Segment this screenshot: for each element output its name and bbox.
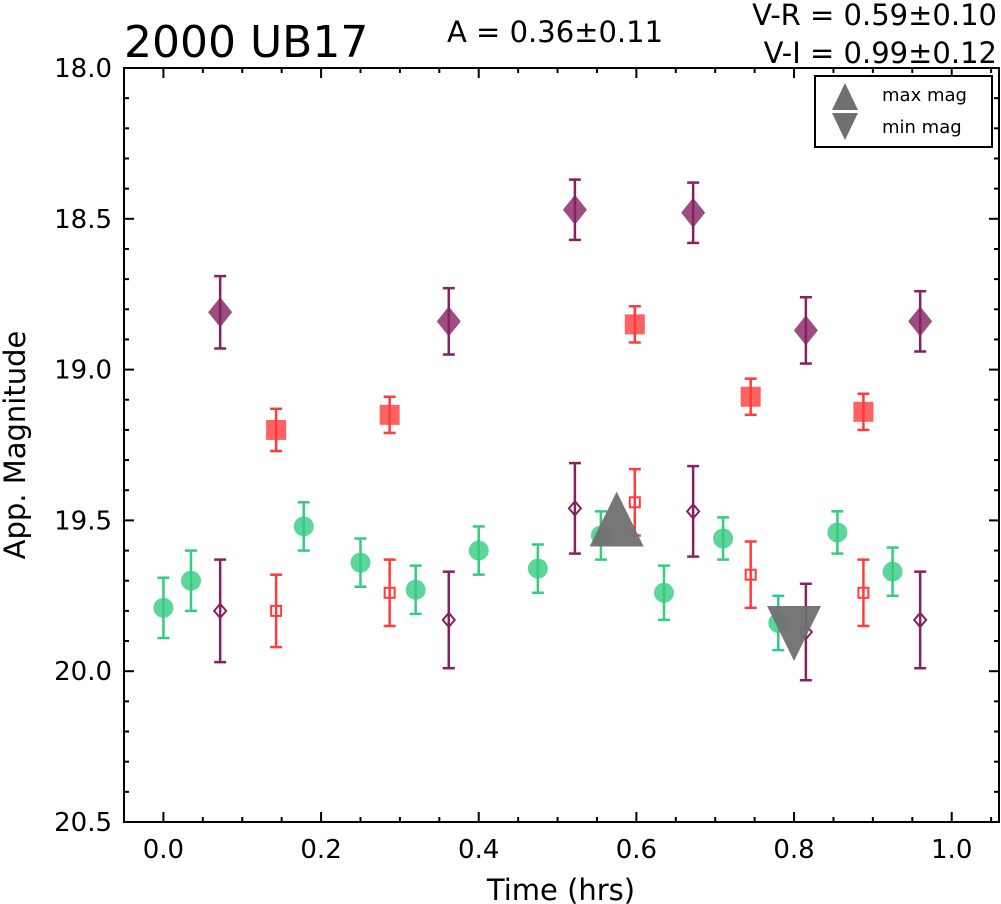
legend-triangle-down-icon <box>832 113 858 140</box>
y-tick-label: 20.5 <box>54 808 112 838</box>
data-point-square <box>740 377 761 417</box>
x-tick-label: 0.8 <box>773 835 814 865</box>
marker-circle <box>350 552 371 573</box>
data-point-circle <box>405 564 426 616</box>
x-tick-label: 0.4 <box>458 835 499 865</box>
data-point-circle <box>350 537 371 589</box>
marker-diamond <box>212 602 228 620</box>
y-tick-label: 18.5 <box>54 205 112 235</box>
chart-title: 2000 UB17 <box>124 17 368 68</box>
marker-circle <box>882 561 903 582</box>
data-point-circle <box>181 549 202 613</box>
x-tick-label: 0.2 <box>300 835 341 865</box>
data-point-diamond-open <box>212 558 228 664</box>
marker-square <box>383 586 396 599</box>
marker-circle <box>293 516 314 537</box>
marker-square <box>628 496 641 509</box>
marker-circle <box>827 522 848 543</box>
legend-label-min: min mag <box>882 117 962 138</box>
plot-marks <box>153 178 933 682</box>
data-point-square-open <box>857 558 870 628</box>
x-tick-label: 0.6 <box>616 835 657 865</box>
data-point-circle <box>827 510 848 555</box>
color-text-vi: V-I = 0.99±0.12 <box>764 36 997 70</box>
marker-diamond <box>567 499 583 517</box>
max-mag-marker <box>589 491 644 547</box>
marker-diamond <box>562 194 587 225</box>
legend-triangle-up-icon <box>832 83 858 110</box>
data-point-circle <box>468 525 489 576</box>
data-point-diamond <box>908 289 933 353</box>
amplitude-text: A = 0.36±0.11 <box>447 15 663 49</box>
y-tick-label: 18.0 <box>54 54 112 84</box>
marker-circle <box>527 558 548 579</box>
marker-square <box>266 419 287 440</box>
marker-diamond <box>793 315 818 346</box>
data-point-circle <box>653 564 674 622</box>
data-point-diamond-open <box>441 570 457 670</box>
axis-ticks: 0.0 0.2 0.4 0.6 0.8 1.0 18.0 18.5 19.0 19.5 20.0 20… <box>54 54 999 865</box>
legend: max mag min mag <box>814 75 993 148</box>
data-point-diamond <box>793 295 818 365</box>
marker-diamond <box>441 611 457 629</box>
data-point-diamond <box>681 181 706 245</box>
marker-diamond <box>436 306 461 337</box>
marker-diamond <box>908 306 933 337</box>
plot-area-frame <box>123 67 1000 823</box>
marker-square <box>624 314 645 335</box>
legend-label-max: max mag <box>882 85 967 106</box>
marker-square <box>857 586 870 599</box>
y-tick-label: 19.5 <box>54 506 112 536</box>
marker-square <box>270 604 283 617</box>
data-point-diamond <box>562 178 587 242</box>
data-point-square <box>266 407 287 453</box>
x-axis-label: Time (hrs) <box>486 873 635 904</box>
data-point-square <box>624 305 645 344</box>
marker-circle <box>713 528 734 549</box>
marker-diamond <box>685 502 701 520</box>
data-point-circle <box>882 546 903 598</box>
marker-square <box>744 568 757 581</box>
data-point-diamond-open <box>912 570 928 670</box>
marker-circle <box>653 582 674 603</box>
data-point-square-open <box>383 558 396 628</box>
color-text-vr: V-R = 0.59±0.10 <box>752 0 997 32</box>
marker-circle <box>405 579 426 600</box>
data-point-square <box>853 392 874 432</box>
data-point-diamond <box>436 286 461 356</box>
marker-square <box>740 386 761 407</box>
marker-circle <box>181 570 202 591</box>
marker-circle <box>153 597 174 618</box>
data-point-square <box>379 395 400 435</box>
marker-diamond <box>681 197 706 228</box>
marker-diamond <box>912 611 928 629</box>
y-axis-label: App. Magnitude <box>0 331 32 560</box>
data-point-diamond-open <box>567 461 583 555</box>
min-mag-marker <box>767 605 822 661</box>
x-tick-label: 1.0 <box>931 835 972 865</box>
marker-square <box>853 401 874 422</box>
data-point-diamond <box>208 274 233 350</box>
y-tick-label: 20.0 <box>54 657 112 687</box>
data-point-circle <box>293 501 314 552</box>
data-point-square-open <box>270 573 283 649</box>
data-point-circle <box>713 516 734 561</box>
data-point-circle <box>153 576 174 640</box>
y-tick-label: 19.0 <box>54 356 112 386</box>
marker-square <box>379 404 400 425</box>
x-tick-label: 0.0 <box>143 835 184 865</box>
data-point-circle <box>527 543 548 595</box>
data-point-diamond-open <box>685 464 701 558</box>
data-point-square-open <box>744 540 757 610</box>
marker-circle <box>468 540 489 561</box>
marker-diamond <box>208 297 233 328</box>
